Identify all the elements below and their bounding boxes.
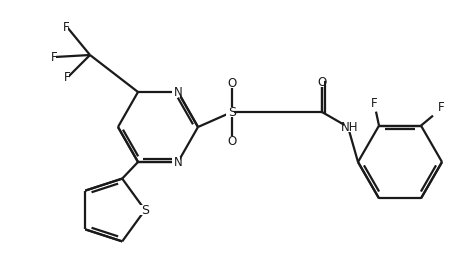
Bar (434, 103, 442, 113)
Bar (48, 52, 56, 62)
Text: NH: NH (341, 120, 358, 133)
Text: F: F (437, 101, 443, 114)
Bar (315, 77, 323, 87)
Bar (172, 87, 179, 97)
Text: O: O (227, 134, 236, 147)
Bar (225, 107, 234, 117)
Text: O: O (317, 76, 326, 89)
Text: O: O (227, 76, 236, 89)
Text: S: S (141, 204, 149, 216)
Bar (225, 78, 234, 88)
Bar (61, 72, 69, 82)
Text: F: F (63, 70, 70, 84)
Bar (139, 205, 147, 215)
Bar (225, 136, 234, 146)
Text: N: N (173, 86, 182, 98)
Text: F: F (370, 97, 376, 110)
Bar (60, 22, 68, 32)
Bar (343, 122, 357, 132)
Bar (172, 157, 179, 167)
Text: F: F (62, 21, 69, 34)
Text: N: N (173, 155, 182, 169)
Text: S: S (228, 106, 235, 119)
Bar (367, 99, 375, 109)
Text: F: F (50, 51, 57, 64)
